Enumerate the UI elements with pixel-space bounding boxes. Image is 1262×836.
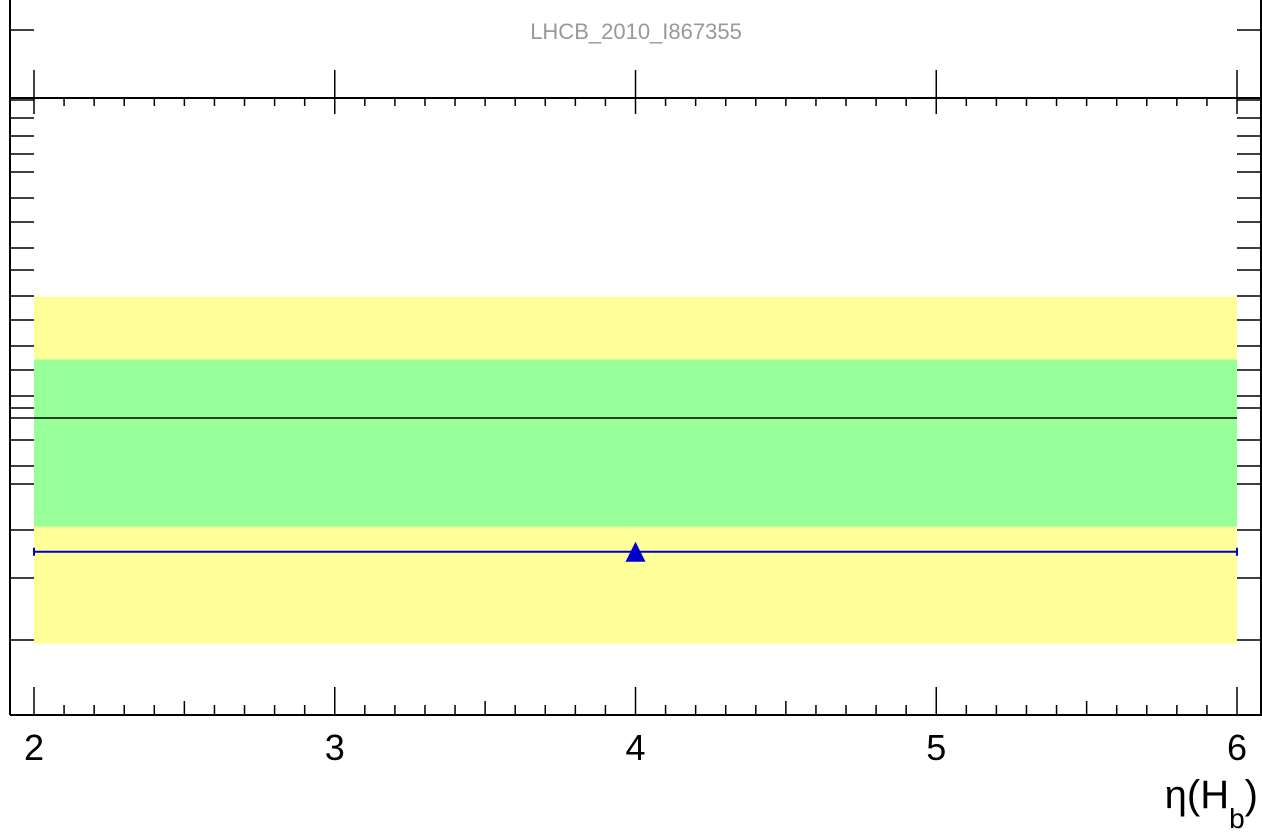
x-axis-label: η(Hb) xyxy=(1165,773,1258,834)
x-tick-label: 6 xyxy=(1227,727,1247,768)
x-axis-label-close: ) xyxy=(1245,773,1258,817)
uncertainty-bands xyxy=(34,296,1237,644)
x-tick-labels: 2 3 4 5 6 xyxy=(24,727,1247,768)
data-series xyxy=(33,541,1238,562)
x-tick-label: 2 xyxy=(24,727,44,768)
x-tick-label: 5 xyxy=(926,727,946,768)
x-axis-label-main: η(H xyxy=(1165,773,1229,817)
x-tick-label: 4 xyxy=(625,727,645,768)
data-point-marker xyxy=(625,541,646,562)
axis-ticks xyxy=(10,29,1261,715)
x-tick-label: 3 xyxy=(325,727,345,768)
x-axis-label-subscript: b xyxy=(1229,803,1245,834)
band-inner xyxy=(34,359,1237,527)
chart-title: LHCB_2010_I867355 xyxy=(530,19,742,44)
